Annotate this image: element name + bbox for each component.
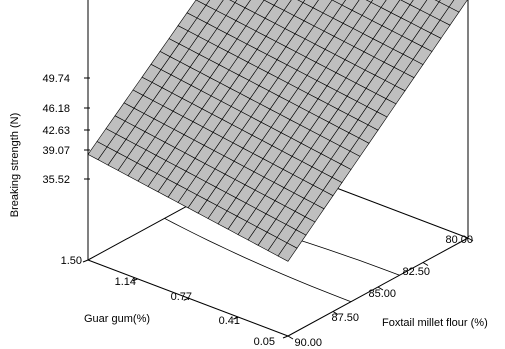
y-tick-label-1: 82.50	[402, 266, 430, 278]
x-tick-label-3: 0.41	[219, 315, 240, 327]
x-tick-label-4: 0.05	[254, 336, 275, 348]
z-tick-label-0: 35.52	[42, 174, 70, 186]
x-tick-label-1: 1.14	[115, 276, 136, 288]
y-tick-mark	[467, 237, 474, 242]
x-axis-title: Guar gum(%)	[84, 313, 150, 325]
x-tick-mark	[282, 335, 289, 339]
floor-contour-curve	[164, 217, 352, 303]
tick-marks	[82, 77, 474, 340]
surface-cell	[331, 0, 346, 6]
y-tick-mark	[422, 262, 429, 266]
z-axis-title: Breaking strength (N)	[9, 113, 21, 218]
z-tick-label-1: 39.07	[42, 145, 70, 157]
z-tick-label-2: 42.63	[42, 125, 70, 137]
y-tick-mark	[377, 286, 384, 291]
y-tick-label-4: 90.00	[294, 337, 322, 349]
y-tick-label-3: 87.50	[331, 312, 359, 324]
z-tick-label-3: 46.18	[42, 103, 70, 115]
y-tick-mark	[287, 335, 294, 340]
x-tick-mark	[233, 316, 239, 320]
y-axis-title: Foxtail millet flour (%)	[382, 317, 488, 329]
x-tick-mark	[183, 297, 189, 301]
surface-cell	[195, 0, 210, 6]
y-tick-label-0: 80.00	[445, 234, 473, 246]
x-tick-mark	[132, 278, 138, 282]
surface-cell	[400, 0, 414, 6]
x-tick-label-0: 1.50	[61, 255, 82, 267]
surface-cell	[87, 141, 108, 161]
x-tick-label-2: 0.77	[171, 291, 192, 303]
response-surface	[87, 0, 468, 262]
x-tick-mark	[82, 259, 89, 263]
y-tick-label-2: 85.00	[368, 288, 396, 300]
y-tick-mark	[332, 311, 339, 315]
z-tick-label-4: 49.74	[42, 73, 70, 85]
